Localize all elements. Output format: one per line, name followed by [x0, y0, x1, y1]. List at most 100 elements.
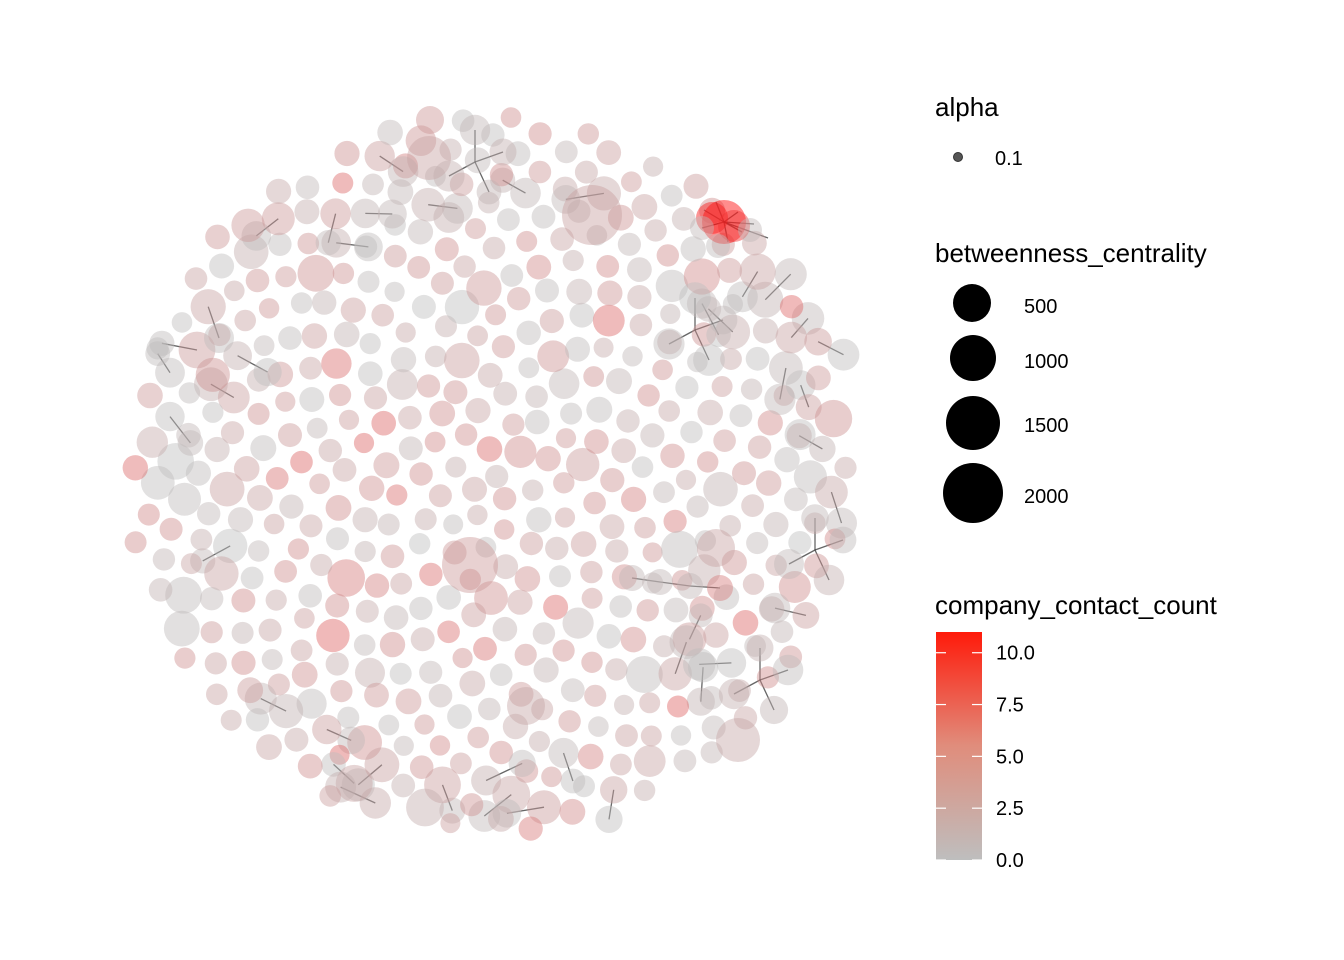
network-node: [152, 548, 176, 571]
network-node: [205, 224, 230, 250]
network-node: [505, 141, 531, 167]
colorbar-tick-label: 7.5: [996, 695, 1024, 717]
network-edge: [701, 221, 725, 229]
network-node: [774, 447, 800, 473]
network-node: [419, 562, 443, 587]
network-node: [140, 465, 175, 500]
network-edge: [157, 353, 171, 374]
network-node: [500, 264, 524, 287]
network-node: [631, 194, 658, 220]
network-node: [528, 122, 552, 146]
network-node: [353, 432, 375, 454]
legend-alpha-label: 0.1: [995, 148, 1023, 170]
network-node: [758, 596, 785, 622]
network-node: [732, 461, 756, 486]
network-node: [124, 531, 147, 554]
network-node: [804, 512, 826, 534]
network-edge: [502, 179, 526, 194]
network-node: [742, 573, 765, 595]
large-node: [507, 687, 545, 725]
legend-color-title: company_contact_count: [935, 590, 1218, 620]
network-node: [688, 554, 721, 587]
network-node: [200, 587, 224, 611]
colorbar-tick-label: 0.0: [996, 850, 1024, 872]
network-node: [793, 460, 828, 494]
network-node: [148, 578, 173, 602]
network-node: [663, 597, 689, 623]
network-node: [389, 662, 412, 685]
network-node: [703, 622, 729, 648]
network-node: [223, 341, 253, 371]
network-node: [555, 428, 577, 449]
network-node: [409, 533, 431, 555]
network-node: [655, 269, 689, 303]
network-node: [424, 431, 446, 453]
network-node: [686, 687, 715, 716]
network-node: [560, 768, 586, 794]
network-node: [174, 647, 196, 669]
network-node: [492, 487, 517, 511]
network-node: [605, 539, 629, 563]
network-node: [258, 618, 282, 642]
network-node: [424, 345, 447, 368]
network-node: [609, 595, 632, 618]
network-node: [279, 494, 304, 519]
network-node: [560, 402, 583, 425]
network-node: [146, 337, 169, 360]
network-node: [433, 202, 465, 233]
network-node: [806, 365, 831, 391]
network-node: [706, 322, 731, 348]
network-node: [341, 768, 375, 802]
network-node: [686, 288, 718, 319]
network-node: [434, 237, 459, 262]
network-edge: [506, 806, 545, 814]
network-node: [163, 610, 200, 647]
network-node: [584, 684, 607, 707]
network-node: [326, 527, 349, 551]
network-node: [312, 714, 342, 745]
network-node: [826, 507, 857, 539]
network-node: [671, 570, 693, 591]
network-edge: [255, 218, 279, 237]
network-node: [596, 255, 620, 278]
network-node: [699, 686, 723, 710]
network-node: [686, 495, 709, 518]
network-node: [660, 443, 685, 468]
network-edge: [723, 211, 739, 223]
network-node: [294, 608, 315, 629]
network-node: [718, 678, 750, 710]
network-edge: [814, 549, 830, 581]
network-node: [165, 576, 203, 614]
network-node: [738, 218, 762, 242]
network-node: [473, 636, 497, 661]
network-node: [443, 380, 468, 405]
network-node: [614, 694, 635, 716]
network-node: [354, 235, 378, 258]
network-node: [390, 347, 417, 373]
network-node: [278, 423, 302, 448]
network-node: [332, 172, 354, 194]
network-node: [677, 573, 703, 599]
network-node: [507, 287, 531, 311]
network-node: [711, 376, 733, 397]
network-node: [350, 198, 381, 229]
network-node: [647, 569, 673, 595]
network-node: [440, 813, 461, 834]
network-node: [586, 176, 622, 211]
network-node: [759, 695, 789, 725]
network-node: [171, 312, 193, 333]
network-node: [204, 436, 230, 463]
network-node: [386, 369, 418, 400]
network-node: [721, 549, 747, 576]
network-node: [565, 336, 590, 362]
network-node: [433, 160, 465, 192]
network-edge: [474, 161, 490, 193]
network-node: [680, 236, 706, 262]
network-node: [411, 187, 446, 222]
network-node: [465, 398, 491, 424]
network-edge: [774, 607, 807, 617]
network-edge: [715, 201, 725, 223]
network-edge: [169, 416, 191, 444]
network-node: [527, 790, 561, 825]
network-node: [772, 654, 804, 686]
